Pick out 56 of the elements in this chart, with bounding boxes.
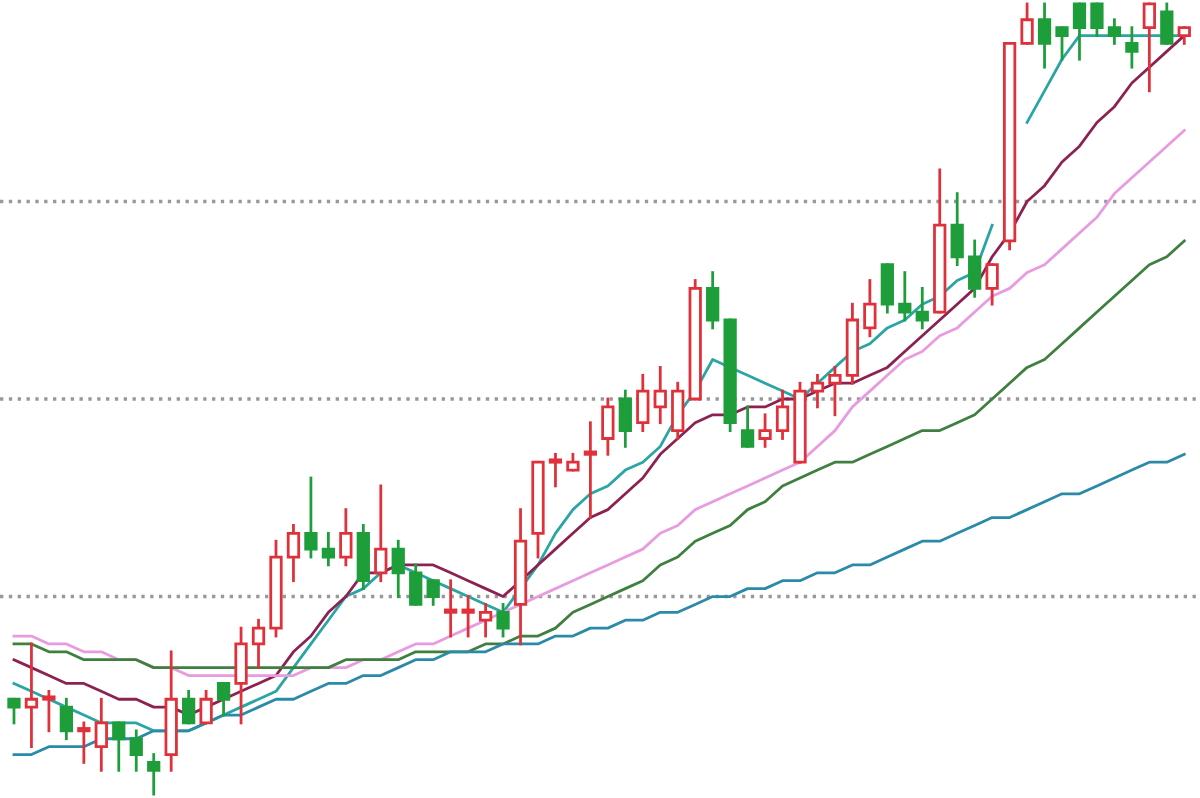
candlestick (898, 271, 912, 322)
candlestick (601, 397, 615, 456)
candlestick (409, 563, 423, 606)
candlestick (304, 476, 318, 559)
candlestick (880, 263, 894, 314)
candlestick (1072, 2, 1087, 61)
candlestick (740, 405, 755, 448)
candlestick (286, 524, 301, 583)
candlestick (112, 721, 126, 772)
candlestick (251, 618, 266, 670)
candlestick (444, 579, 458, 638)
candlestick (828, 366, 842, 417)
candlestick (24, 642, 39, 749)
candlestick (356, 524, 370, 591)
candlestick (478, 603, 493, 638)
candlestick (915, 287, 929, 330)
candlestick (129, 729, 143, 772)
candlestick (1160, 2, 1174, 45)
candlestick (59, 697, 74, 741)
candlestick (42, 689, 56, 733)
candlestick (810, 373, 825, 409)
candlestick (671, 381, 685, 440)
candlestick (94, 697, 108, 772)
candlestick (77, 721, 91, 764)
candlestick (182, 689, 196, 725)
candlestick (216, 682, 231, 717)
candlestick (950, 192, 964, 267)
candlestick (636, 373, 650, 432)
candlestick (1107, 18, 1122, 45)
candlestick (1020, 2, 1034, 45)
candlestick (1125, 26, 1139, 69)
candlestick (985, 263, 999, 306)
candlestick (391, 539, 405, 598)
candlestick (1055, 26, 1069, 61)
candlestick (968, 239, 982, 298)
candlestick (758, 413, 772, 448)
candlestick (548, 452, 563, 488)
candlestick (7, 697, 21, 725)
candlestick (461, 595, 475, 638)
candlestick (321, 531, 336, 567)
candlestick (775, 389, 790, 440)
candlestick (618, 389, 632, 448)
candlestick (426, 579, 440, 606)
candlestick (1037, 2, 1052, 69)
candlestick (496, 603, 510, 638)
candlestick (234, 626, 248, 725)
candlestick (147, 753, 161, 796)
candlestick (1142, 2, 1156, 93)
candlestick (199, 689, 213, 725)
candlestick (653, 366, 667, 425)
candlestick (583, 421, 598, 519)
candlestick (1090, 2, 1104, 37)
candlestick (339, 508, 353, 567)
candlestick (706, 271, 720, 330)
candlestick (863, 279, 877, 338)
candlestick (374, 484, 388, 583)
